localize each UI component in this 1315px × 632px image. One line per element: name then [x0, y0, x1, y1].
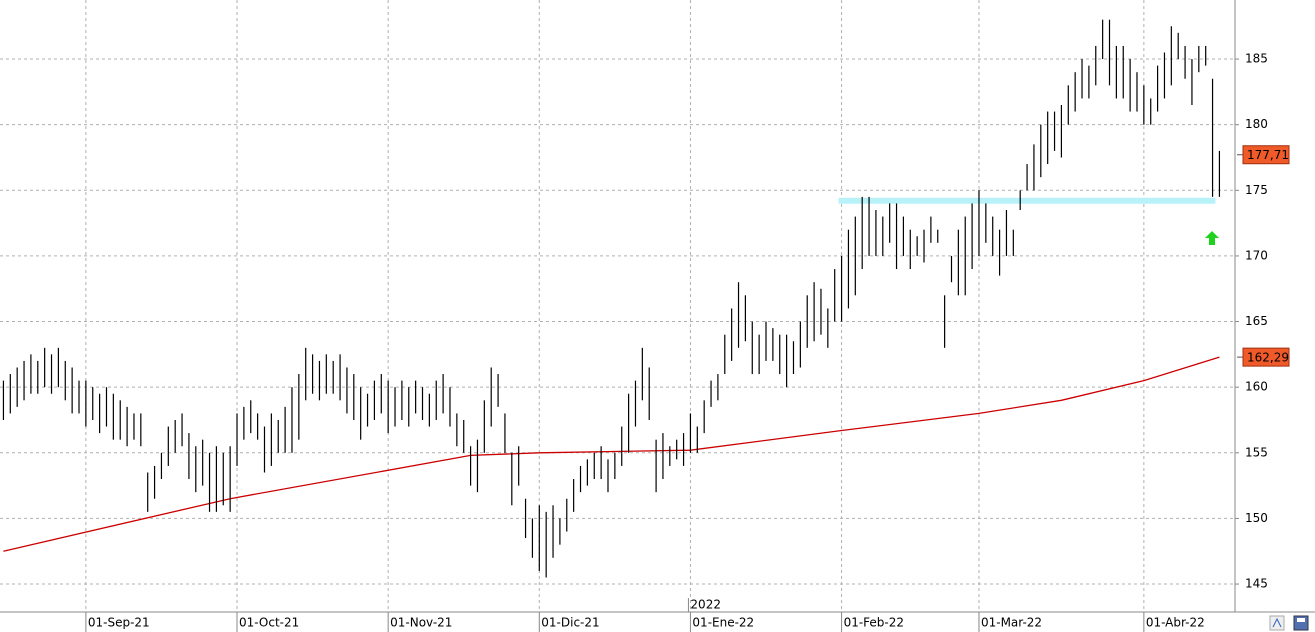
x-tick-label: 01-Feb-22 [844, 616, 904, 630]
x-tick-label: 01-Oct-21 [239, 616, 299, 630]
last-price-label: 177,71 [1247, 148, 1289, 162]
y-tick-label: 150 [1245, 511, 1268, 525]
y-tick-label: 175 [1245, 183, 1268, 197]
ma-value-label: 162,29 [1247, 351, 1289, 365]
x-tick-label: 01-Ene-22 [692, 616, 754, 630]
y-tick-label: 155 [1245, 445, 1268, 459]
x-tick-label: 01-Abr-22 [1146, 616, 1205, 630]
y-tick-label: 180 [1245, 117, 1268, 131]
year-label: 2022 [690, 598, 721, 612]
y-tick-label: 160 [1245, 380, 1268, 394]
y-tick-label: 145 [1245, 577, 1268, 591]
tool-icon-glyph [1272, 617, 1282, 628]
x-tick-label: 01-Dic-21 [541, 616, 599, 630]
up-arrow [1205, 231, 1219, 245]
x-tick-label: 01-Sep-21 [88, 616, 150, 630]
y-tick-label: 185 [1245, 52, 1268, 66]
y-tick-label: 170 [1245, 248, 1268, 262]
save-icon-glyph [1297, 618, 1305, 622]
last-price-box [1242, 145, 1290, 165]
ma-value-box [1242, 347, 1290, 367]
x-tick-label: 01-Mar-22 [981, 616, 1042, 630]
y-tick-label: 165 [1245, 314, 1268, 328]
x-tick-label: 01-Nov-21 [390, 616, 452, 630]
moving-average [3, 356, 1220, 552]
